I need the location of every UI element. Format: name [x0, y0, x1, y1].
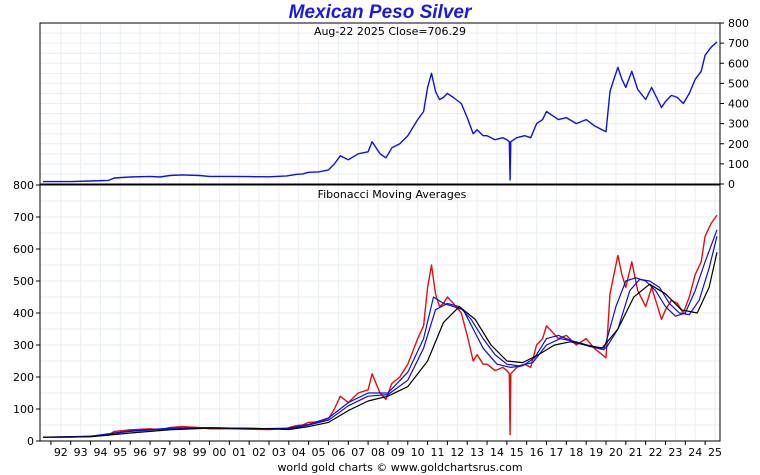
x-tick-label: 06: [331, 446, 345, 459]
y-tick-label: 800: [13, 179, 34, 192]
price-line: [43, 41, 718, 183]
y-tick-label: 600: [728, 57, 749, 70]
x-tick-label: 18: [569, 446, 583, 459]
y-tick-label: 500: [13, 275, 34, 288]
chart-subtitle: Aug-22 2025 Close=706.29: [314, 25, 466, 38]
y-tick-label: 600: [13, 243, 34, 256]
y-tick-label: 400: [13, 307, 34, 320]
x-tick-label: 21: [629, 446, 643, 459]
footer-credit: world gold charts © www.goldchartsrus.co…: [277, 461, 522, 474]
x-tick-label: 94: [93, 446, 107, 459]
x-tick-label: 22: [649, 446, 663, 459]
x-tick-label: 99: [193, 446, 207, 459]
x-tick-label: 17: [549, 446, 563, 459]
x-tick-label: 93: [74, 446, 88, 459]
x-tick-label: 23: [668, 446, 682, 459]
chart-title: Mexican Peso Silver: [288, 2, 472, 23]
y-tick-label: 400: [728, 98, 749, 111]
y-tick-label: 300: [13, 339, 34, 352]
x-tick-label: 09: [391, 446, 405, 459]
x-tick-label: 07: [351, 446, 365, 459]
x-tick-label: 04: [292, 446, 306, 459]
y-tick-label: 200: [13, 371, 34, 384]
x-tick-label: 02: [252, 446, 266, 459]
x-tick-label: 11: [430, 446, 444, 459]
y-tick-label: 700: [13, 211, 34, 224]
x-tick-label: 12: [450, 446, 464, 459]
x-tick-label: 92: [54, 446, 68, 459]
x-tick-label: 25: [708, 446, 722, 459]
x-tick-label: 01: [232, 446, 246, 459]
y-tick-label: 100: [728, 158, 749, 171]
moving-average-blue-line: [42, 236, 718, 438]
x-tick-label: 10: [411, 446, 425, 459]
x-tick-label: 16: [530, 446, 544, 459]
y-tick-label: 100: [13, 403, 34, 416]
y-tick-label: 500: [728, 77, 749, 90]
y-tick-label: 700: [728, 37, 749, 50]
y-tick-label: 0: [728, 178, 735, 191]
x-tick-label: 20: [609, 446, 623, 459]
x-tick-label: 95: [113, 446, 127, 459]
x-tick-label: 19: [589, 446, 603, 459]
x-tick-label: 97: [153, 446, 167, 459]
x-tick-label: 96: [133, 446, 147, 459]
x-tick-label: 14: [490, 446, 504, 459]
x-tick-label: 08: [371, 446, 385, 459]
x-tick-label: 13: [470, 446, 484, 459]
x-tick-label: 00: [212, 446, 226, 459]
y-tick-label: 200: [728, 138, 749, 151]
x-tick-label: 03: [272, 446, 286, 459]
x-tick-label: 24: [688, 446, 702, 459]
moving-average-black-line: [42, 252, 718, 438]
x-tick-label: 15: [510, 446, 524, 459]
moving-averages-title: Fibonacci Moving Averages: [318, 188, 467, 201]
y-tick-label: 300: [728, 118, 749, 131]
x-tick-label: 98: [173, 446, 187, 459]
x-tick-label: 05: [312, 446, 326, 459]
y-tick-label: 800: [728, 17, 749, 30]
y-tick-label: 0: [27, 435, 34, 448]
